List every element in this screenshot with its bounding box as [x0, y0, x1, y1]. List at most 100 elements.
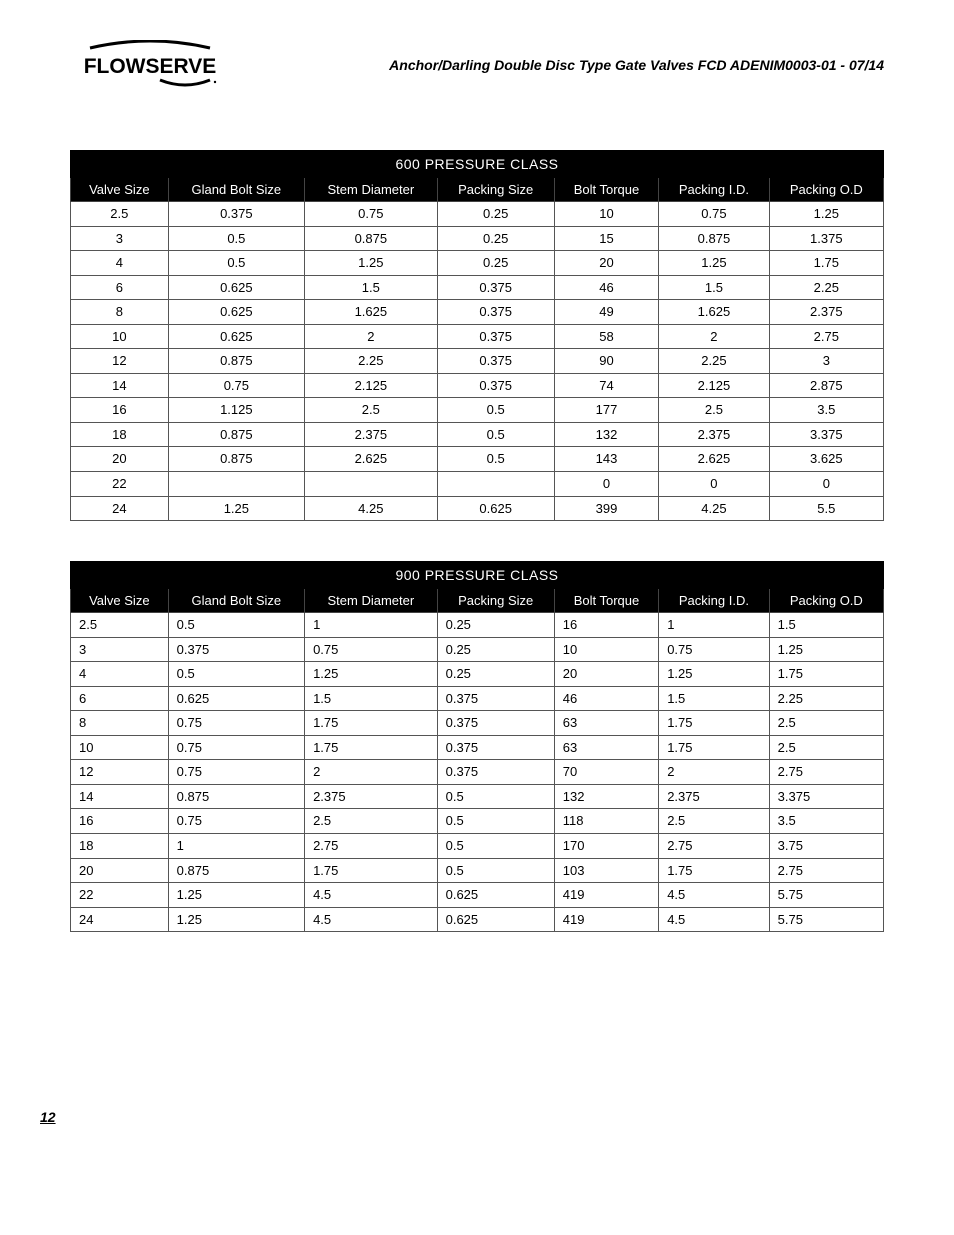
table-cell: 0.625 — [437, 907, 554, 932]
table-cell: 1.25 — [769, 637, 883, 662]
table-cell: 1.75 — [305, 735, 438, 760]
table-cell: 2.375 — [305, 422, 438, 447]
pressure-class-table: 600 PRESSURE CLASSValve SizeGland Bolt S… — [70, 150, 884, 521]
table-cell: 2.375 — [659, 784, 769, 809]
table-cell: 20 — [554, 251, 658, 276]
table-cell: 0.375 — [168, 202, 304, 227]
table-cell: 63 — [554, 735, 658, 760]
table-cell: 2.375 — [305, 784, 438, 809]
table-cell: 0.75 — [168, 809, 304, 834]
table-cell: 0 — [769, 472, 883, 497]
table-cell: 0.375 — [168, 637, 304, 662]
column-header: Gland Bolt Size — [168, 589, 304, 613]
table-cell: 58 — [554, 324, 658, 349]
table-cell: 1 — [305, 613, 438, 638]
table-cell: 46 — [554, 275, 658, 300]
table-cell: 0.875 — [168, 349, 304, 374]
table-cell: 0.375 — [437, 373, 554, 398]
table-cell: 3.625 — [769, 447, 883, 472]
table-cell: 2.75 — [769, 760, 883, 785]
column-header: Packing I.D. — [659, 589, 769, 613]
table-cell: 0.5 — [437, 398, 554, 423]
table-cell: 0.25 — [437, 226, 554, 251]
table-cell: 2 — [305, 760, 438, 785]
table-cell: 2.5 — [659, 398, 769, 423]
table-row: 100.62520.3755822.75 — [71, 324, 884, 349]
table-cell: 0.875 — [168, 784, 304, 809]
table-cell: 2.375 — [769, 300, 883, 325]
table-cell: 2.5 — [305, 398, 438, 423]
table-cell: 4.25 — [305, 496, 438, 521]
table-cell: 1.75 — [659, 711, 769, 736]
column-header: Stem Diameter — [305, 589, 438, 613]
table-cell: 0.75 — [305, 637, 438, 662]
table-cell: 12 — [71, 760, 169, 785]
table-cell: 1.625 — [659, 300, 769, 325]
pressure-class-table: 900 PRESSURE CLASSValve SizeGland Bolt S… — [70, 561, 884, 932]
table-cell: 1.5 — [305, 686, 438, 711]
table-cell: 46 — [554, 686, 658, 711]
table-cell: 118 — [554, 809, 658, 834]
table-cell: 0.375 — [437, 711, 554, 736]
table-cell: 2.5 — [769, 711, 883, 736]
table-cell: 0.875 — [168, 422, 304, 447]
table-cell: 16 — [71, 809, 169, 834]
column-header: Packing I.D. — [659, 178, 769, 202]
table-cell: 0.75 — [168, 735, 304, 760]
table-cell: 2.5 — [71, 202, 169, 227]
table-cell: 20 — [71, 447, 169, 472]
table-cell: 2.75 — [769, 858, 883, 883]
table-cell: 2.625 — [305, 447, 438, 472]
table-cell: 1.625 — [305, 300, 438, 325]
table-cell: 6 — [71, 686, 169, 711]
logo-text: FLOWSERVE — [84, 55, 217, 78]
table-cell: 2 — [305, 324, 438, 349]
table-cell: 2.5 — [305, 809, 438, 834]
table-cell: 2.75 — [305, 834, 438, 859]
table-cell: 24 — [71, 496, 169, 521]
table-title: 900 PRESSURE CLASS — [71, 562, 884, 589]
table-cell: 1 — [168, 834, 304, 859]
table-cell: 2.625 — [659, 447, 769, 472]
table-cell: 10 — [554, 202, 658, 227]
table-cell: 0.25 — [437, 251, 554, 276]
table-cell: 2.125 — [305, 373, 438, 398]
table-cell: 15 — [554, 226, 658, 251]
table-row: 100.751.750.375631.752.5 — [71, 735, 884, 760]
table-cell: 8 — [71, 300, 169, 325]
table-cell: 0.5 — [168, 613, 304, 638]
table-cell: 70 — [554, 760, 658, 785]
table-row: 161.1252.50.51772.53.5 — [71, 398, 884, 423]
table-cell: 0.75 — [305, 202, 438, 227]
table-cell: 1.125 — [168, 398, 304, 423]
table-cell: 1 — [659, 613, 769, 638]
table-cell: 3 — [71, 637, 169, 662]
table-cell: 2.5 — [71, 613, 169, 638]
table-row: 30.3750.750.25100.751.25 — [71, 637, 884, 662]
table-cell: 1.25 — [659, 251, 769, 276]
table-cell: 132 — [554, 422, 658, 447]
table-cell: 14 — [71, 373, 169, 398]
column-header: Valve Size — [71, 178, 169, 202]
table-cell: 0.5 — [437, 809, 554, 834]
table-cell: 3.375 — [769, 422, 883, 447]
page-header: FLOWSERVE Anchor/Darling Double Disc Typ… — [70, 40, 884, 90]
column-header: Packing O.D — [769, 589, 883, 613]
column-header: Gland Bolt Size — [168, 178, 304, 202]
table-cell: 2 — [659, 324, 769, 349]
column-header: Stem Diameter — [305, 178, 438, 202]
table-cell: 0.75 — [168, 760, 304, 785]
table-cell: 3.75 — [769, 834, 883, 859]
table-cell: 1.25 — [168, 883, 304, 908]
table-cell: 0.875 — [659, 226, 769, 251]
table-cell: 5.5 — [769, 496, 883, 521]
table-cell: 0.625 — [168, 300, 304, 325]
table-cell: 1.25 — [168, 907, 304, 932]
table-cell: 4.25 — [659, 496, 769, 521]
table-row: 1812.750.51702.753.75 — [71, 834, 884, 859]
table-cell — [168, 472, 304, 497]
column-header: Packing O.D — [769, 178, 883, 202]
table-cell — [305, 472, 438, 497]
table-row: 80.6251.6250.375491.6252.375 — [71, 300, 884, 325]
table-cell: 4.5 — [659, 907, 769, 932]
